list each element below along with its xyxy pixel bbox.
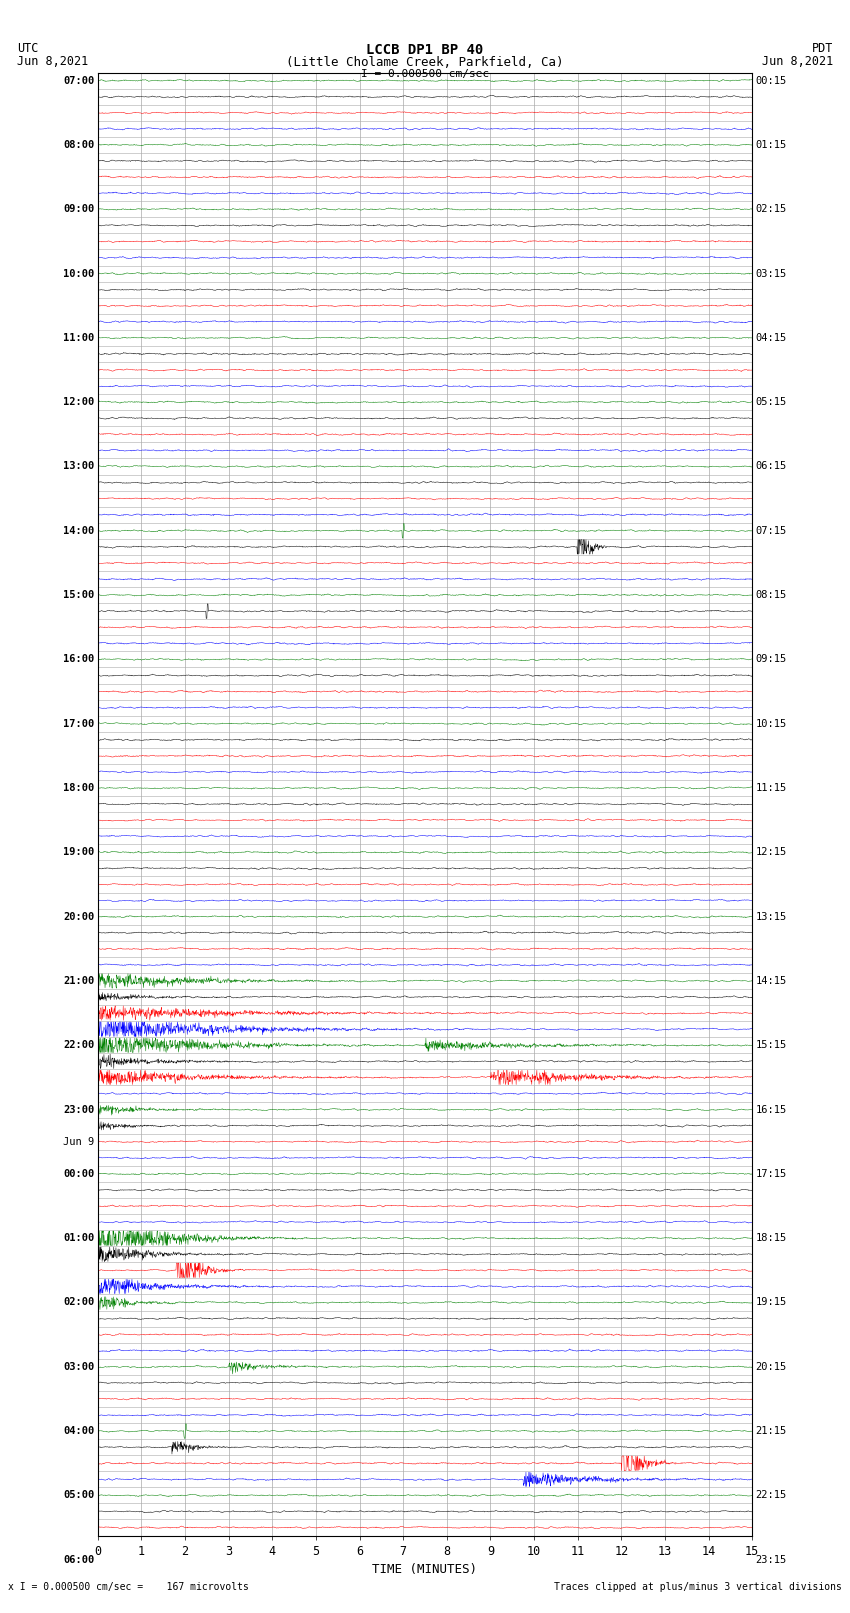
Text: 02:00: 02:00 [63, 1297, 94, 1308]
Text: 20:00: 20:00 [63, 911, 94, 921]
Text: 00:15: 00:15 [756, 76, 787, 85]
Text: 19:00: 19:00 [63, 847, 94, 858]
Text: Jun 8,2021: Jun 8,2021 [762, 55, 833, 68]
Text: 04:15: 04:15 [756, 332, 787, 344]
Text: 18:00: 18:00 [63, 782, 94, 794]
Text: 01:15: 01:15 [756, 140, 787, 150]
Text: 15:15: 15:15 [756, 1040, 787, 1050]
Text: 21:00: 21:00 [63, 976, 94, 986]
Text: UTC: UTC [17, 42, 38, 55]
Text: 06:00: 06:00 [63, 1555, 94, 1565]
Text: PDT: PDT [812, 42, 833, 55]
Text: 07:00: 07:00 [63, 76, 94, 85]
Text: 04:00: 04:00 [63, 1426, 94, 1436]
Text: 14:00: 14:00 [63, 526, 94, 536]
Text: 06:15: 06:15 [756, 461, 787, 471]
Text: 10:15: 10:15 [756, 719, 787, 729]
Text: 18:15: 18:15 [756, 1234, 787, 1244]
Text: 14:15: 14:15 [756, 976, 787, 986]
Text: 23:15: 23:15 [756, 1555, 787, 1565]
Text: 07:15: 07:15 [756, 526, 787, 536]
Text: 11:00: 11:00 [63, 332, 94, 344]
Text: 10:00: 10:00 [63, 268, 94, 279]
X-axis label: TIME (MINUTES): TIME (MINUTES) [372, 1563, 478, 1576]
Text: Jun 8,2021: Jun 8,2021 [17, 55, 88, 68]
Text: 03:00: 03:00 [63, 1361, 94, 1371]
Text: I = 0.000500 cm/sec: I = 0.000500 cm/sec [361, 69, 489, 79]
Text: 12:00: 12:00 [63, 397, 94, 406]
Text: 19:15: 19:15 [756, 1297, 787, 1308]
Text: 05:15: 05:15 [756, 397, 787, 406]
Text: 20:15: 20:15 [756, 1361, 787, 1371]
Text: 22:15: 22:15 [756, 1490, 787, 1500]
Text: 21:15: 21:15 [756, 1426, 787, 1436]
Text: Jun 9: Jun 9 [63, 1137, 94, 1147]
Text: 02:15: 02:15 [756, 205, 787, 215]
Text: (Little Cholame Creek, Parkfield, Ca): (Little Cholame Creek, Parkfield, Ca) [286, 56, 564, 69]
Text: 16:15: 16:15 [756, 1105, 787, 1115]
Text: 13:00: 13:00 [63, 461, 94, 471]
Text: 16:00: 16:00 [63, 655, 94, 665]
Text: Traces clipped at plus/minus 3 vertical divisions: Traces clipped at plus/minus 3 vertical … [553, 1582, 842, 1592]
Text: 13:15: 13:15 [756, 911, 787, 921]
Text: 08:15: 08:15 [756, 590, 787, 600]
Text: 17:00: 17:00 [63, 719, 94, 729]
Text: 08:00: 08:00 [63, 140, 94, 150]
Text: 09:15: 09:15 [756, 655, 787, 665]
Text: 23:00: 23:00 [63, 1105, 94, 1115]
Text: 03:15: 03:15 [756, 268, 787, 279]
Text: 11:15: 11:15 [756, 782, 787, 794]
Text: x I = 0.000500 cm/sec =    167 microvolts: x I = 0.000500 cm/sec = 167 microvolts [8, 1582, 249, 1592]
Text: 12:15: 12:15 [756, 847, 787, 858]
Text: 22:00: 22:00 [63, 1040, 94, 1050]
Text: 05:00: 05:00 [63, 1490, 94, 1500]
Text: 09:00: 09:00 [63, 205, 94, 215]
Text: 17:15: 17:15 [756, 1169, 787, 1179]
Text: 00:00: 00:00 [63, 1169, 94, 1179]
Text: LCCB DP1 BP 40: LCCB DP1 BP 40 [366, 44, 484, 56]
Text: 01:00: 01:00 [63, 1234, 94, 1244]
Text: 15:00: 15:00 [63, 590, 94, 600]
